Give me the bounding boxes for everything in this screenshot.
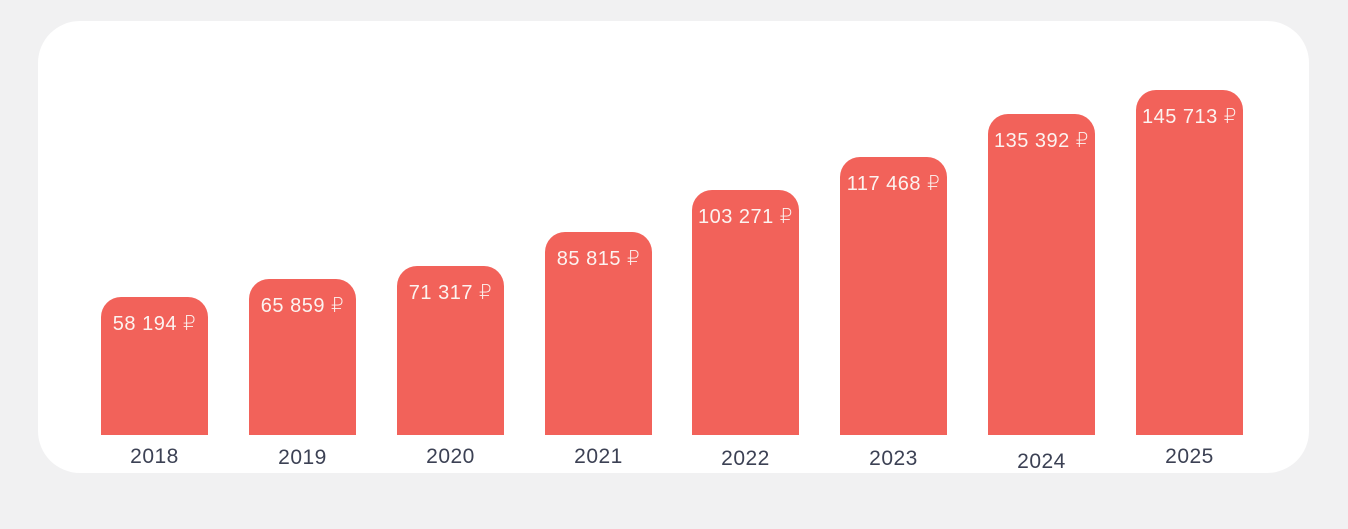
bar-chart: 58 194 ₽ 2018 65 859 ₽ 2019 71 317 ₽ 202… <box>38 21 1309 473</box>
chart-card: 58 194 ₽ 2018 65 859 ₽ 2019 71 317 ₽ 202… <box>38 21 1309 473</box>
bar-value-label: 71 317 ₽ <box>408 282 493 304</box>
bar-group: 85 815 ₽ 2021 <box>545 21 652 473</box>
bar-group: 58 194 ₽ 2018 <box>101 21 208 473</box>
bar: 65 859 ₽ <box>249 279 356 435</box>
bar-group: 65 859 ₽ 2019 <box>249 21 356 473</box>
bar: 103 271 ₽ <box>692 190 799 435</box>
bar: 71 317 ₽ <box>397 266 504 435</box>
bar-group: 117 468 ₽ 2023 <box>840 21 947 473</box>
bar-group: 71 317 ₽ 2020 <box>397 21 504 473</box>
x-axis-tick-label: 2024 <box>1017 450 1066 473</box>
bar-group: 145 713 ₽ 2025 <box>1136 21 1243 473</box>
bar-value-label: 135 392 ₽ <box>993 130 1090 152</box>
bar: 145 713 ₽ <box>1136 90 1243 435</box>
bar-value-label: 103 271 ₽ <box>697 206 794 228</box>
bar-group: 103 271 ₽ 2022 <box>692 21 799 473</box>
bar-value-label: 117 468 ₽ <box>846 173 941 195</box>
bar: 58 194 ₽ <box>101 297 208 435</box>
bar-value-label: 65 859 ₽ <box>260 295 345 317</box>
bar: 117 468 ₽ <box>840 157 947 435</box>
x-axis-tick-label: 2021 <box>574 445 623 468</box>
x-axis-tick-label: 2025 <box>1165 445 1214 468</box>
x-axis-tick-label: 2018 <box>130 445 179 468</box>
bar: 85 815 ₽ <box>545 232 652 435</box>
bar-group: 135 392 ₽ 2024 <box>988 21 1095 473</box>
x-axis-tick-label: 2019 <box>278 446 327 469</box>
bar: 135 392 ₽ <box>988 114 1095 435</box>
x-axis-tick-label: 2020 <box>426 445 475 468</box>
x-axis-tick-label: 2022 <box>721 447 770 470</box>
bar-value-label: 85 815 ₽ <box>556 248 641 270</box>
x-axis-tick-label: 2023 <box>869 447 918 470</box>
bar-value-label: 58 194 ₽ <box>112 313 197 335</box>
bar-value-label: 145 713 ₽ <box>1141 106 1238 128</box>
